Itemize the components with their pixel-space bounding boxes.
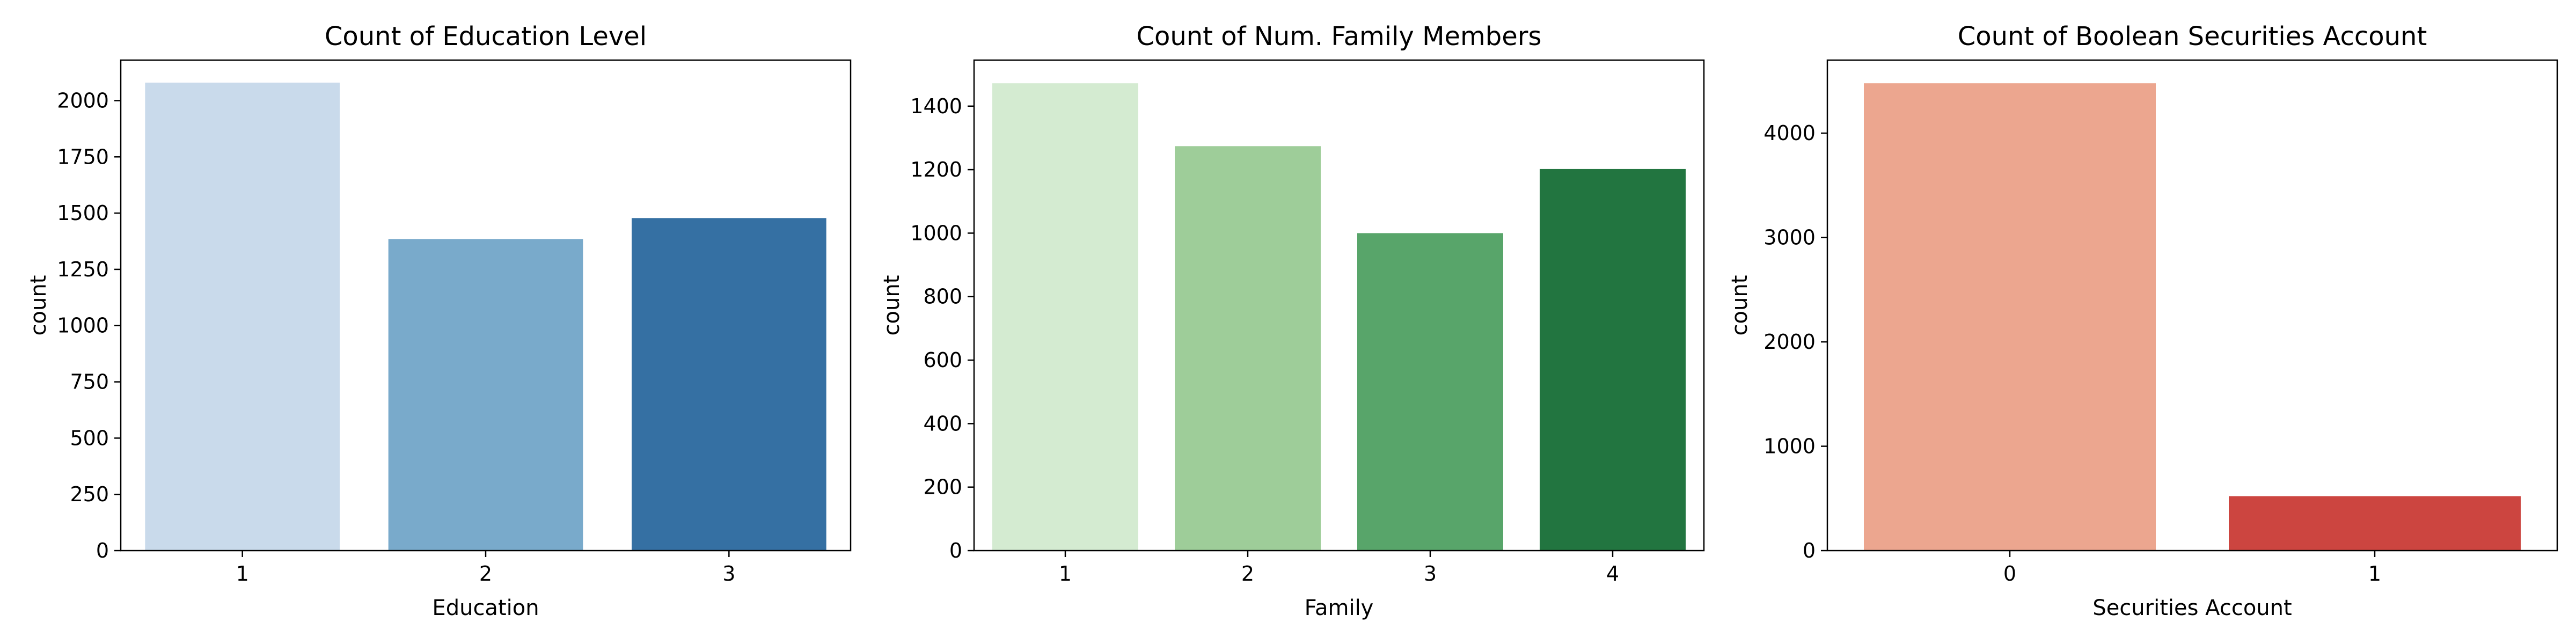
x-tick-label: 2	[1241, 562, 1254, 586]
x-tick-label: 4	[1606, 562, 1619, 586]
axes-frame	[1826, 59, 2558, 552]
y-tick-label: 400	[923, 412, 962, 435]
chart-title: Count of Boolean Securities Account	[1958, 21, 2427, 52]
x-tick-label: 1	[236, 562, 249, 586]
y-tick-label: 1750	[57, 145, 109, 169]
y-tick-label: 1250	[57, 258, 109, 281]
y-tick-label: 1000	[1763, 435, 1816, 458]
x-axis-label: Education	[432, 596, 539, 620]
x-tick-label: 3	[1424, 562, 1437, 586]
y-tick-label: 2000	[57, 89, 109, 112]
x-axis-label: Family	[1305, 596, 1374, 620]
y-tick-label: 2000	[1763, 330, 1816, 354]
bar-2	[388, 239, 583, 551]
x-tick-label: 1	[1059, 562, 1072, 586]
chart-title: Count of Education Level	[325, 21, 647, 52]
y-tick-label: 1000	[57, 314, 109, 338]
chart-panel-2: 1 2 3 4 0 200 400 600 800 1000 1200 1400 Count of Nu…	[880, 21, 1705, 620]
y-tick-label: 500	[70, 426, 109, 450]
bar-3	[1357, 233, 1503, 551]
y-tick-label: 0	[1803, 539, 1816, 562]
bar-4	[1540, 169, 1686, 551]
y-tick-label: 1400	[910, 94, 962, 118]
y-tick-label: 4000	[1763, 121, 1816, 145]
chart-panel-1: 1 2 3 0 250 500 750 1000 1250 1500 1750 2000 Count o…	[26, 21, 852, 620]
axes-frame	[973, 59, 1705, 552]
x-tick-label: 3	[722, 562, 735, 586]
bar-1	[992, 83, 1138, 551]
y-tick-label: 0	[949, 539, 962, 562]
y-tick-label: 750	[70, 370, 109, 394]
y-tick-label: 250	[70, 482, 109, 506]
y-axis-label: count	[1728, 275, 1752, 336]
chart-panel-3: 0 1 0 1000 2000 3000 4000 Count of Boolean Secu…	[1728, 21, 2558, 620]
bar-0	[1864, 83, 2156, 551]
bar-1	[2229, 496, 2521, 551]
y-tick-label: 800	[923, 285, 962, 309]
y-tick-label: 1000	[910, 221, 962, 245]
y-axis-label: count	[26, 275, 51, 336]
y-tick-label: 600	[923, 348, 962, 372]
x-tick-label: 0	[2003, 562, 2016, 586]
y-tick-label: 3000	[1763, 226, 1816, 250]
bar-3	[632, 218, 826, 551]
y-tick-label: 0	[96, 539, 109, 562]
y-tick-label: 200	[923, 475, 962, 499]
y-axis-label: count	[880, 275, 904, 336]
chart-title: Count of Num. Family Members	[1136, 21, 1541, 52]
bar-1	[145, 82, 340, 551]
bar-2	[1175, 146, 1321, 551]
y-tick-label: 1200	[910, 158, 962, 181]
x-tick-label: 2	[479, 562, 492, 586]
y-tick-label: 1500	[57, 201, 109, 225]
x-tick-label: 1	[2368, 562, 2381, 586]
x-axis-label: Securities Account	[2092, 596, 2292, 620]
axes-frame	[120, 59, 852, 552]
